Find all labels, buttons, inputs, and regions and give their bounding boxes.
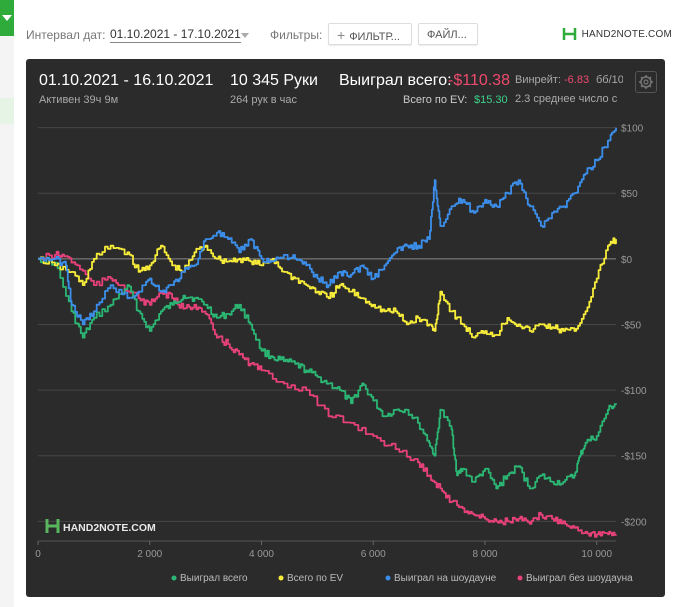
plus-icon: + xyxy=(337,27,346,43)
files-button[interactable]: ФАЙЛ... xyxy=(418,23,478,45)
stats-panel: 01.10.2021 - 16.10.2021 Активен 39ч 9м 1… xyxy=(26,59,665,597)
sidebar-highlight xyxy=(0,98,14,124)
y-tick-label: $0 xyxy=(621,255,633,266)
winrate-unit: бб/100 xyxy=(596,74,623,86)
x-axis: 0 2 000 4 000 6 000 8 000 10 000 xyxy=(35,540,616,560)
watermark-logo-icon xyxy=(45,519,60,533)
files-button-label: ФАЙЛ... xyxy=(427,29,467,41)
series-lines xyxy=(38,127,617,538)
y-tick-label: -$100 xyxy=(621,386,647,397)
legend-swatch xyxy=(517,575,523,581)
y-tick-label: $50 xyxy=(621,189,638,200)
watermark-text: HAND2NOTE.COM xyxy=(63,522,156,534)
x-tick-label: 2 000 xyxy=(137,549,162,560)
gridlines xyxy=(38,127,616,522)
winrate-label: Винрейт: xyxy=(515,74,562,86)
settings-button[interactable] xyxy=(635,71,657,93)
stats-header: 01.10.2021 - 16.10.2021 Активен 39ч 9м 1… xyxy=(26,59,665,111)
y-tick-label: -$50 xyxy=(621,320,641,331)
x-tick-label: 4 000 xyxy=(249,549,274,560)
date-interval-label: Интервал дат: xyxy=(26,28,106,42)
legend-swatch xyxy=(171,575,177,581)
legend-label[interactable]: Всего по EV xyxy=(287,573,343,584)
series-line-1 xyxy=(38,237,617,339)
watermark: HAND2NOTE.COM xyxy=(45,519,156,534)
legend-label[interactable]: Выиграл на шоудауне xyxy=(394,573,497,584)
x-tick-label: 0 xyxy=(35,549,41,560)
won-total-label: Выиграл всего: xyxy=(339,72,452,89)
winrate-value: -6.83 xyxy=(564,74,590,86)
avg-text: 2.3 среднее число с xyxy=(515,93,618,105)
legend-label[interactable]: Выиграл без шоудауна xyxy=(526,572,633,584)
y-tick-label: -$200 xyxy=(621,517,647,528)
gear-icon xyxy=(639,75,653,89)
series-line-3 xyxy=(38,250,617,538)
filter-button-label: ФИЛЬТР... xyxy=(349,31,400,43)
date-interval-picker[interactable]: 01.10.2021 - 17.10.2021 xyxy=(110,27,241,43)
ev-value: $15.30 xyxy=(474,94,508,106)
line-chart: $100 $50 $0 -$50 -$100 -$150 -$200 0 2 000 4 000… xyxy=(35,124,647,584)
brand-logo-text: HAND2NOTE.COM xyxy=(581,28,672,40)
hands-per-hour: 264 рук в час xyxy=(230,94,298,106)
session-date-range: 01.10.2021 - 16.10.2021 xyxy=(39,72,214,89)
active-time: Активен 39ч 9м xyxy=(39,94,119,106)
hands-count: 10 345 Руки xyxy=(230,72,318,89)
x-tick-label: 6 000 xyxy=(361,549,386,560)
won-total-value: -$110.38 xyxy=(448,72,510,89)
toolbar: Интервал дат: 01.10.2021 - 17.10.2021 Фи… xyxy=(14,12,700,52)
brand-logo: HAND2NOTE.COM xyxy=(562,26,672,42)
x-tick-label: 8 000 xyxy=(472,549,497,560)
hand2note-logo-icon xyxy=(562,28,576,40)
ev-label: Всего по EV: xyxy=(403,94,468,106)
x-tick-label: 10 000 xyxy=(581,549,612,560)
series-line-0 xyxy=(38,256,617,490)
legend-swatch xyxy=(278,575,284,581)
left-sidebar-strip xyxy=(0,0,14,607)
chart-area: $100 $50 $0 -$50 -$100 -$150 -$200 0 2 000 4 000… xyxy=(26,111,665,597)
sidebar-active-tab[interactable] xyxy=(0,0,14,36)
legend-label[interactable]: Выиграл всего xyxy=(180,573,248,584)
y-axis: $100 $50 $0 -$50 -$100 -$150 -$200 xyxy=(621,124,647,529)
y-tick-label: -$150 xyxy=(621,452,647,463)
filters-label: Фильтры: xyxy=(270,28,323,42)
filter-button[interactable]: + ФИЛЬТР... xyxy=(328,23,412,45)
y-tick-label: $100 xyxy=(621,124,644,135)
caret-down-icon xyxy=(2,15,12,21)
legend-swatch xyxy=(385,575,391,581)
series-line-2 xyxy=(38,127,617,326)
legend: Выиграл всего Всего по EV Выиграл на шоуда… xyxy=(171,572,633,584)
chevron-down-icon[interactable] xyxy=(241,33,249,38)
